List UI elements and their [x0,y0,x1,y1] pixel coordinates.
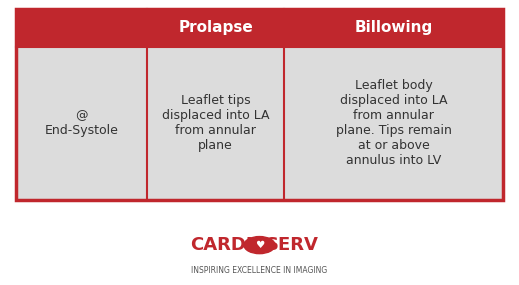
Bar [16,9,503,200]
Bar [16,47,147,200]
Text: Leaflet tips
displaced into LA
from annular
plane: Leaflet tips displaced into LA from annu… [162,94,269,152]
Text: Billowing: Billowing [354,20,433,35]
Circle shape [244,237,275,254]
Text: @
End-Systole: @ End-Systole [45,109,118,137]
Bar [147,47,284,200]
Text: CARDI: CARDI [190,236,253,254]
Text: ♥: ♥ [255,240,264,250]
Text: Prolapse: Prolapse [178,20,253,35]
Bar [16,9,503,47]
Text: SERV: SERV [266,236,319,254]
Text: INSPIRING EXCELLENCE IN IMAGING: INSPIRING EXCELLENCE IN IMAGING [192,266,327,275]
Text: Leaflet body
displaced into LA
from annular
plane. Tips remain
at or above
annul: Leaflet body displaced into LA from annu… [336,79,452,167]
Bar [284,47,503,200]
